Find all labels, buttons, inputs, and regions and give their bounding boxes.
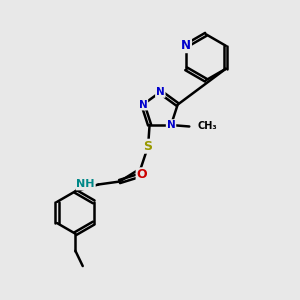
Text: S: S bbox=[144, 140, 153, 153]
Text: O: O bbox=[136, 168, 147, 181]
Text: N: N bbox=[181, 39, 191, 52]
Text: N: N bbox=[156, 87, 165, 97]
Text: NH: NH bbox=[76, 179, 95, 190]
Text: N: N bbox=[167, 120, 176, 130]
Text: N: N bbox=[139, 100, 147, 110]
Text: CH₃: CH₃ bbox=[197, 122, 217, 131]
